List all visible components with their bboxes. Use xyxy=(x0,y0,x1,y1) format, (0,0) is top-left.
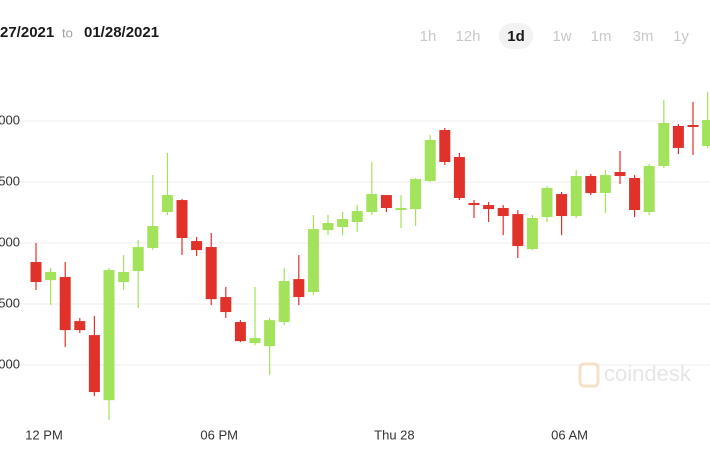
date-to: 01/28/2021 xyxy=(84,24,159,41)
range-button[interactable]: 1y xyxy=(673,28,689,45)
candle-body xyxy=(512,214,524,247)
candle-body xyxy=(570,176,582,217)
candle-body xyxy=(118,272,130,283)
x-tick-label: 06 PM xyxy=(200,427,238,442)
candle-body xyxy=(59,277,71,331)
range-button[interactable]: 12h xyxy=(455,28,480,45)
candle-body xyxy=(103,270,115,401)
candle-body xyxy=(220,297,232,313)
candle-body xyxy=(526,217,538,250)
candle-body xyxy=(702,120,710,147)
candle-body xyxy=(439,130,451,162)
candle-body xyxy=(45,272,57,281)
candle-body xyxy=(483,205,495,210)
candle-body xyxy=(132,247,144,272)
candle-body xyxy=(614,171,626,177)
date-from: 27/2021 xyxy=(0,24,54,41)
candle-body xyxy=(293,279,305,298)
candle-body xyxy=(88,335,100,393)
candle-body xyxy=(629,177,641,211)
y-tick-label: 000 xyxy=(0,112,20,127)
candle-body xyxy=(147,226,159,249)
x-tick-label: 12 PM xyxy=(25,427,63,442)
candle-body xyxy=(278,281,290,323)
candle-body xyxy=(672,126,684,148)
watermark-icon xyxy=(578,362,600,388)
candle-body xyxy=(161,195,173,213)
active-button-bg xyxy=(499,23,533,49)
range-button[interactable]: 1m xyxy=(591,28,612,45)
candle-body xyxy=(322,222,334,231)
date-separator: to xyxy=(62,25,73,40)
range-button[interactable]: 1w xyxy=(552,28,571,45)
candle-body xyxy=(351,211,363,223)
x-tick-label: Thu 28 xyxy=(374,427,414,442)
candle-body xyxy=(599,175,611,193)
candle-body xyxy=(205,247,217,300)
y-tick-label: 000 xyxy=(0,356,20,371)
candle-body xyxy=(585,176,597,193)
candle-body xyxy=(307,229,319,293)
y-tick-label: 000 xyxy=(0,234,20,249)
candle-body xyxy=(176,200,188,238)
candle-body xyxy=(541,187,553,218)
range-button[interactable]: 1h xyxy=(420,28,437,45)
candle-body xyxy=(337,219,349,228)
candle-body xyxy=(424,140,436,182)
watermark: coindesk xyxy=(604,361,692,386)
candle-body xyxy=(453,156,465,198)
range-button[interactable]: 3m xyxy=(633,28,654,45)
candle-body xyxy=(658,122,670,167)
candle-body xyxy=(468,202,480,206)
candle-body xyxy=(497,207,509,217)
candle-body xyxy=(366,194,378,213)
x-tick-label: 06 AM xyxy=(551,427,588,442)
candle-body xyxy=(395,207,407,211)
candle-body xyxy=(30,262,42,283)
candle-body xyxy=(264,320,276,347)
candle-body xyxy=(687,125,699,127)
range-button[interactable]: 1d xyxy=(507,28,525,45)
candle-body xyxy=(234,322,246,342)
candle-body xyxy=(643,166,655,213)
candle-body xyxy=(556,194,568,217)
candle-body xyxy=(380,195,392,208)
candle-body xyxy=(191,241,203,251)
candle-body xyxy=(410,179,422,210)
candle-body xyxy=(74,321,86,331)
candle-body xyxy=(249,338,261,344)
y-tick-label: 500 xyxy=(0,173,20,188)
y-tick-label: 500 xyxy=(0,295,20,310)
